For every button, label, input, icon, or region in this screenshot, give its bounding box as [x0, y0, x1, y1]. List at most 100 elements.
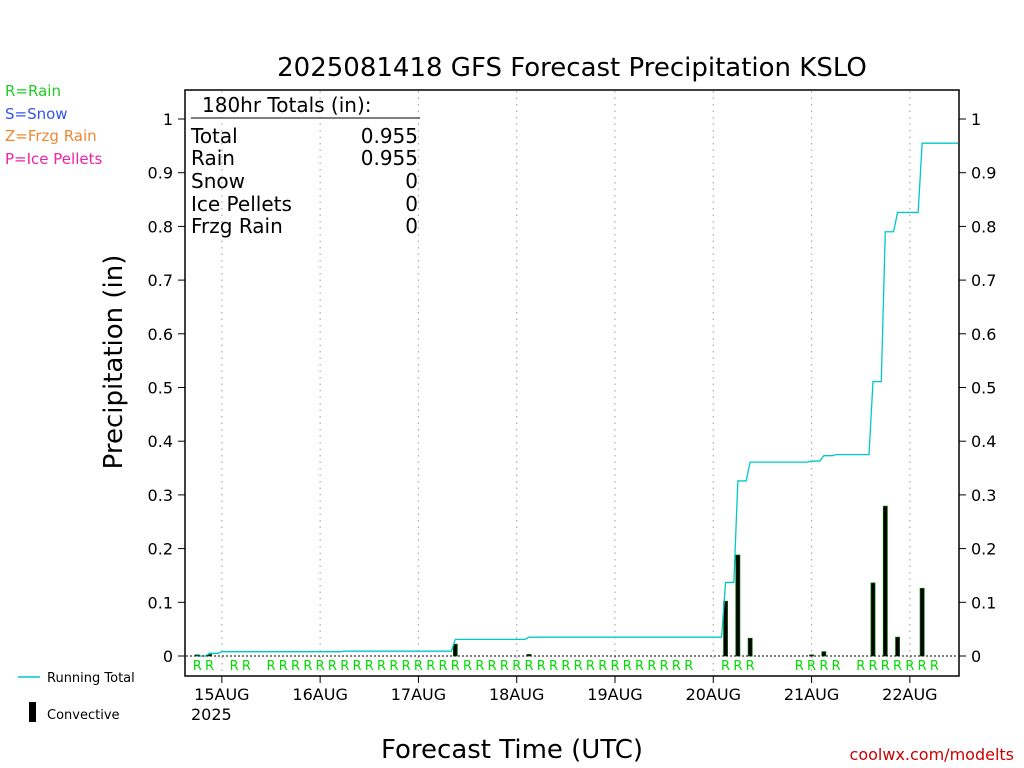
- precip-type-marker: R: [635, 659, 644, 674]
- precip-type-marker: R: [488, 659, 497, 674]
- precip-type-marker: R: [930, 659, 939, 674]
- convective-bar: [821, 651, 827, 657]
- precip-type-marker: R: [905, 659, 914, 674]
- totals-label-snow: Snow: [191, 169, 245, 193]
- credit-text: coolwx.com/modelts: [850, 745, 1014, 764]
- precip-type-marker: R: [746, 659, 755, 674]
- x-axis-title: Forecast Time (UTC): [381, 735, 643, 765]
- y-tick-label: 0.3: [971, 486, 996, 505]
- y-tick-label: 0.2: [148, 540, 173, 559]
- precip-type-marker: R: [377, 659, 386, 674]
- y-tick-label: 0.5: [148, 379, 173, 398]
- precip-type-marker: R: [807, 659, 816, 674]
- precip-type-marker: R: [291, 659, 300, 674]
- precip-type-marker: R: [230, 659, 239, 674]
- totals-label-rain: Rain: [191, 146, 235, 170]
- precip-type-marker: R: [672, 659, 681, 674]
- totals-label-ice-pellets: Ice Pellets: [191, 192, 292, 216]
- x-tick-label: 16AUG: [292, 685, 347, 704]
- y-tick-label: 0.8: [148, 217, 173, 236]
- y-tick-label: 0.2: [971, 540, 996, 559]
- x-tick-label: 21AUG: [784, 685, 839, 704]
- totals-label-frzg-rain: Frzg Rain: [191, 214, 283, 238]
- y-axis-left: 0 0.1 0.2 0.3 0.4 0.5 0.6 0.7 0.8 0.9 1: [148, 110, 185, 666]
- totals-header: 180hr Totals (in):: [202, 93, 372, 117]
- legend-running-total-label: Running Total: [47, 671, 135, 686]
- precip-type-marker: R: [881, 659, 890, 674]
- chart-title: 2025081418 GFS Forecast Precipitation KS…: [277, 53, 867, 83]
- convective-bar: [747, 637, 753, 657]
- x-tick-label: 20AUG: [686, 685, 741, 704]
- precip-type-marker: R: [463, 659, 472, 674]
- convective-bar: [452, 643, 458, 657]
- precip-type-marker: R: [193, 659, 202, 674]
- precip-type-marker: R: [316, 659, 325, 674]
- precip-type-marker: R: [574, 659, 583, 674]
- precip-type-marker: R: [918, 659, 927, 674]
- precip-type-marker: R: [549, 659, 558, 674]
- key-snow: S=Snow: [5, 105, 68, 123]
- precip-type-marker: R: [303, 659, 312, 674]
- y-tick-label: 0: [971, 647, 981, 666]
- totals-value-frzg-rain: 0: [405, 214, 418, 238]
- precip-type-marker: R: [893, 659, 902, 674]
- y-tick-label: 0.6: [971, 325, 996, 344]
- running-total-series: [197, 142, 958, 657]
- convective-bar: [870, 582, 876, 657]
- y-tick-label: 0.9: [148, 164, 173, 183]
- totals-value-rain: 0.955: [361, 146, 418, 170]
- x-tick-label: 19AUG: [587, 685, 642, 704]
- plot-frame: [184, 89, 960, 677]
- precip-type-marker: R: [586, 659, 595, 674]
- y-axis-right: 0 0.1 0.2 0.3 0.4 0.5 0.6 0.7 0.8 0.9 1: [959, 110, 996, 666]
- precip-type-marker: R: [795, 659, 804, 674]
- precip-type-marker: R: [647, 659, 656, 674]
- precip-type-marker: R: [352, 659, 361, 674]
- y-tick-label: 0.4: [148, 432, 173, 451]
- precip-type-marker: R: [426, 659, 435, 674]
- y-tick-label: 0.7: [971, 271, 996, 290]
- precip-type-marker: R: [733, 659, 742, 674]
- y-tick-label: 0.1: [971, 593, 996, 612]
- precip-type-marker: R: [402, 659, 411, 674]
- y-tick-label: 0: [163, 647, 173, 666]
- convective-bar: [919, 587, 925, 657]
- convective-bar: [526, 653, 532, 657]
- y-axis-title: Precipitation (in): [99, 255, 129, 470]
- legend-convective-swatch: [29, 702, 36, 722]
- x-tick-label: 22AUG: [882, 685, 937, 704]
- precip-type-marker: R: [451, 659, 460, 674]
- precip-type-marker: R: [365, 659, 374, 674]
- precip-type-marker: R: [500, 659, 509, 674]
- key-ice-pellets: P=Ice Pellets: [5, 150, 102, 168]
- legend-convective-label: Convective: [47, 708, 120, 723]
- y-tick-label: 1: [163, 110, 173, 129]
- x-tick-label: 15AUG: [194, 685, 249, 704]
- totals-label-total: Total: [190, 124, 238, 148]
- key-frzg-rain: Z=Frzg Rain: [5, 127, 97, 145]
- y-tick-label: 0.4: [971, 432, 996, 451]
- precip-type-marker: R: [598, 659, 607, 674]
- precip-type-marker: R: [524, 659, 533, 674]
- y-tick-label: 0.9: [971, 164, 996, 183]
- grid-lines: [221, 91, 911, 675]
- precip-type-marker: R: [561, 659, 570, 674]
- precip-type-marker: R: [856, 659, 865, 674]
- x-tick-label: 18AUG: [489, 685, 544, 704]
- y-tick-label: 0.3: [148, 486, 173, 505]
- totals-value-total: 0.955: [361, 124, 418, 148]
- y-tick-label: 1: [971, 110, 981, 129]
- y-tick-label: 0.7: [148, 271, 173, 290]
- x-axis: 15AUG 16AUG 17AUG 18AUG 19AUG 20AUG 21AUG 22AUG: [194, 676, 938, 704]
- precip-type-marker: R: [832, 659, 841, 674]
- precip-type-marker: R: [389, 659, 398, 674]
- precip-type-marker: R: [340, 659, 349, 674]
- y-tick-label: 0.6: [148, 325, 173, 344]
- convective-bar: [895, 636, 900, 657]
- precip-type-marker: R: [328, 659, 337, 674]
- convective-bars: [194, 505, 925, 657]
- x-tick-label: 17AUG: [391, 685, 446, 704]
- precip-type-marker: R: [242, 659, 251, 674]
